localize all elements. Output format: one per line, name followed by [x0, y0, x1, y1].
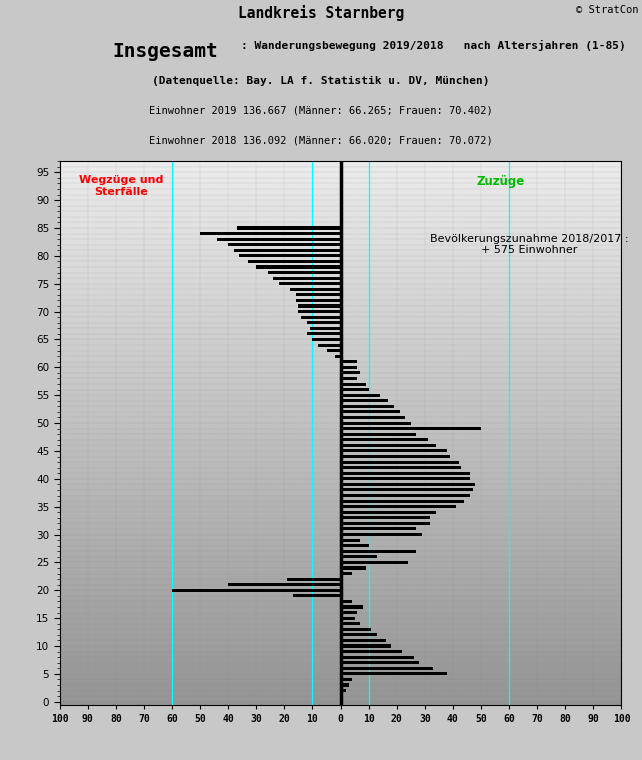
Bar	[340, 644, 391, 648]
Bar	[340, 678, 352, 681]
Bar	[340, 483, 475, 486]
Bar	[340, 561, 408, 564]
Bar	[239, 255, 340, 258]
Bar	[301, 315, 340, 318]
Bar	[307, 321, 340, 325]
Bar	[200, 232, 340, 235]
Bar	[279, 282, 340, 285]
Text: : Wanderungsbewegung 2019/2018   nach Altersjahren (1-85): : Wanderungsbewegung 2019/2018 nach Alte…	[241, 40, 625, 51]
Bar	[340, 461, 458, 464]
Bar	[340, 650, 403, 653]
Bar	[299, 305, 340, 308]
Bar	[327, 349, 340, 352]
Bar	[229, 243, 340, 246]
Bar	[340, 622, 360, 625]
Bar	[172, 589, 340, 592]
Bar	[340, 566, 366, 569]
Bar	[307, 332, 340, 335]
Text: Zuzüge: Zuzüge	[476, 175, 525, 188]
Bar	[340, 405, 394, 408]
Bar	[340, 494, 470, 497]
Bar	[290, 288, 340, 291]
Bar	[340, 511, 436, 514]
Bar	[340, 416, 405, 419]
Bar	[340, 422, 411, 425]
Bar	[340, 667, 433, 670]
Bar	[237, 226, 340, 230]
Bar	[295, 299, 340, 302]
Bar	[340, 683, 349, 686]
Bar	[340, 544, 369, 547]
Bar	[340, 689, 346, 692]
Bar	[340, 388, 369, 391]
Bar	[217, 238, 340, 241]
Bar	[340, 466, 462, 469]
Bar	[229, 583, 340, 586]
Text: Einwohner 2018 136.092 (Männer: 66.020; Frauen: 70.072): Einwohner 2018 136.092 (Männer: 66.020; …	[149, 135, 493, 146]
Bar	[256, 265, 340, 268]
Bar	[340, 472, 470, 475]
Bar	[340, 455, 450, 458]
Bar	[340, 360, 358, 363]
Text: Einwohner 2019 136.667 (Männer: 66.265; Frauen: 70.402): Einwohner 2019 136.667 (Männer: 66.265; …	[149, 106, 493, 116]
Bar	[340, 377, 358, 380]
Bar	[340, 366, 358, 369]
Text: © StratCon: © StratCon	[577, 5, 639, 14]
Bar	[234, 249, 340, 252]
Bar	[340, 499, 464, 502]
Bar	[273, 277, 340, 280]
Bar	[309, 327, 340, 330]
Bar	[340, 410, 399, 413]
Bar	[340, 394, 380, 397]
Bar	[340, 372, 360, 375]
Bar	[340, 549, 417, 553]
Bar	[340, 656, 413, 659]
Bar	[295, 293, 340, 296]
Bar	[340, 516, 430, 519]
Bar	[340, 539, 360, 542]
Bar	[293, 594, 340, 597]
Bar	[340, 449, 447, 452]
Text: Insgesamt: Insgesamt	[112, 42, 218, 61]
Text: Bevölkerungszunahme 2018/2017 :
+ 575 Einwohner: Bevölkerungszunahme 2018/2017 : + 575 Ei…	[429, 233, 628, 255]
Bar	[340, 527, 417, 530]
Bar	[340, 505, 456, 508]
Bar	[313, 338, 340, 341]
Bar	[299, 310, 340, 313]
Text: Landkreis Starnberg: Landkreis Starnberg	[238, 5, 404, 21]
Bar	[340, 427, 481, 430]
Bar	[340, 661, 419, 664]
Text: Wegzüge und
Sterfälle: Wegzüge und Sterfälle	[80, 175, 164, 198]
Bar	[340, 633, 377, 636]
Bar	[340, 533, 422, 536]
Bar	[248, 260, 340, 263]
Bar	[318, 344, 340, 347]
Bar	[340, 616, 354, 619]
Bar	[287, 578, 340, 581]
Bar	[340, 600, 352, 603]
Bar	[340, 639, 385, 642]
Bar	[340, 399, 388, 402]
Bar	[340, 556, 377, 559]
Bar	[340, 477, 470, 480]
Bar	[335, 355, 340, 358]
Bar	[268, 271, 340, 274]
Bar	[340, 444, 436, 447]
Bar	[340, 439, 428, 442]
Bar	[340, 695, 343, 698]
Bar	[340, 432, 417, 435]
Bar	[340, 611, 358, 614]
Bar	[340, 522, 430, 525]
Text: (Datenquelle: Bay. LA f. Statistik u. DV, München): (Datenquelle: Bay. LA f. Statistik u. DV…	[152, 76, 490, 87]
Bar	[340, 673, 447, 676]
Bar	[340, 628, 372, 631]
Bar	[340, 606, 363, 609]
Bar	[340, 382, 366, 385]
Bar	[340, 572, 352, 575]
Bar	[340, 489, 473, 492]
